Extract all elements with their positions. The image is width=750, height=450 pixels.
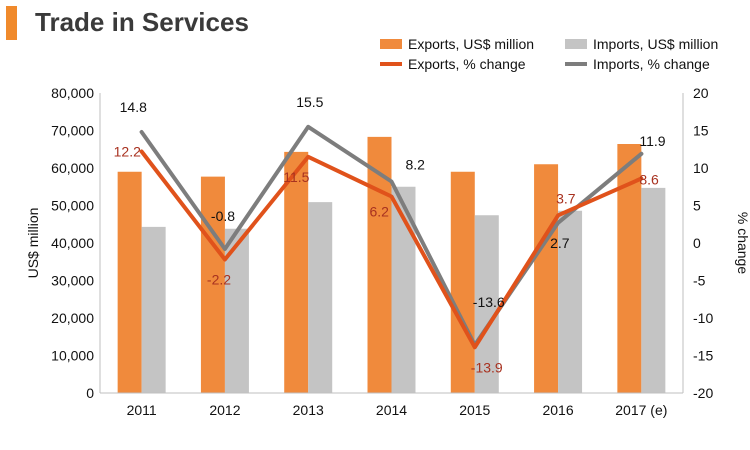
legend-item: Imports, % change bbox=[565, 56, 710, 72]
legend-label: Imports, US$ million bbox=[593, 36, 718, 52]
imports-bar bbox=[308, 202, 333, 393]
y2-tick-label: 0 bbox=[693, 235, 701, 251]
y-tick-label: 40,000 bbox=[51, 235, 94, 251]
y-tick-label: 10,000 bbox=[51, 348, 94, 364]
y2-tick-label: -5 bbox=[693, 273, 706, 289]
y-tick-label: 80,000 bbox=[51, 85, 94, 101]
exports-pct-label: 12.2 bbox=[114, 144, 141, 160]
imports-pct-label: 14.8 bbox=[120, 99, 147, 115]
legend-label: Exports, % change bbox=[408, 56, 526, 72]
imports-pct-label: 11.9 bbox=[639, 133, 665, 149]
imports-bar bbox=[558, 210, 583, 393]
y-tick-label: 70,000 bbox=[51, 123, 94, 139]
imports-pct-label: -0.8 bbox=[211, 208, 235, 224]
exports-pct-label: -13.9 bbox=[471, 359, 503, 375]
data-labels-group: 12.2 -2.2 11.5 6.2 -13.9 3.7 8.6 14.8 -0.8 15.5 8.… bbox=[114, 94, 666, 376]
y-tick-label: 20,000 bbox=[51, 310, 94, 326]
y2-tick-label: 5 bbox=[693, 198, 701, 214]
y-tick-label: 60,000 bbox=[51, 160, 94, 176]
y2-tick-label: 10 bbox=[693, 160, 709, 176]
exports-pct-label: 6.2 bbox=[370, 204, 390, 220]
chart-legend: Exports, US$ million Imports, US$ million… bbox=[380, 36, 718, 72]
exports-bar bbox=[534, 164, 559, 393]
legend-item: Exports, % change bbox=[380, 56, 526, 72]
legend-item: Imports, US$ million bbox=[565, 36, 718, 52]
legend-label: Imports, % change bbox=[593, 56, 710, 72]
exports-bar bbox=[450, 171, 475, 393]
y-tick-label: 50,000 bbox=[51, 198, 94, 214]
legend-swatch-bar bbox=[565, 39, 587, 49]
exports-bar bbox=[117, 171, 142, 393]
x-tick-label: 2017 (e) bbox=[615, 402, 667, 418]
exports-bar bbox=[200, 176, 225, 393]
imports-bar bbox=[641, 187, 666, 393]
imports-bar bbox=[474, 215, 499, 393]
exports-pct-label: 11.5 bbox=[283, 169, 309, 185]
imports-pct-label: -13.6 bbox=[473, 294, 505, 310]
chart-axes: 0 10,000 20,000 30,000 40,000 50,000 60,000 70,… bbox=[25, 85, 750, 418]
exports-bar bbox=[284, 151, 309, 393]
x-tick-label: 2012 bbox=[209, 402, 240, 418]
page-title: Trade in Services bbox=[35, 7, 249, 37]
exports-pct-label: -2.2 bbox=[207, 272, 231, 288]
x-tick-label: 2013 bbox=[293, 402, 324, 418]
imports-pct-label: 8.2 bbox=[406, 157, 426, 173]
bar-series-group bbox=[117, 136, 666, 393]
imports-pct-change-line bbox=[139, 124, 644, 347]
y-tick-label: 30,000 bbox=[51, 273, 94, 289]
y-tick-label: 0 bbox=[86, 385, 94, 401]
imports-bar bbox=[141, 226, 166, 393]
title-accent-bar bbox=[6, 6, 17, 40]
exports-pct-label: 3.7 bbox=[556, 190, 576, 206]
imports-pct-label: 15.5 bbox=[296, 94, 323, 110]
x-tick-label: 2014 bbox=[376, 402, 407, 418]
x-tick-label: 2016 bbox=[542, 402, 573, 418]
y2-tick-label: 20 bbox=[693, 85, 709, 101]
legend-label: Exports, US$ million bbox=[408, 36, 534, 52]
exports-pct-change-line bbox=[139, 149, 644, 350]
x-tick-label: 2011 bbox=[127, 402, 157, 418]
legend-swatch-bar bbox=[380, 39, 402, 49]
x-tick-label: 2015 bbox=[459, 402, 490, 418]
line-series-group bbox=[139, 124, 644, 350]
y-axis-title: US$ million bbox=[25, 208, 41, 279]
legend-item: Exports, US$ million bbox=[380, 36, 534, 52]
y2-tick-label: -15 bbox=[693, 348, 713, 364]
exports-pct-label: 8.6 bbox=[639, 172, 659, 188]
y2-tick-label: -10 bbox=[693, 310, 713, 326]
y2-tick-label: 15 bbox=[693, 123, 709, 139]
y2-axis-title: % change bbox=[735, 212, 750, 274]
y2-tick-label: -20 bbox=[693, 385, 713, 401]
imports-pct-label: 2.7 bbox=[550, 235, 570, 251]
